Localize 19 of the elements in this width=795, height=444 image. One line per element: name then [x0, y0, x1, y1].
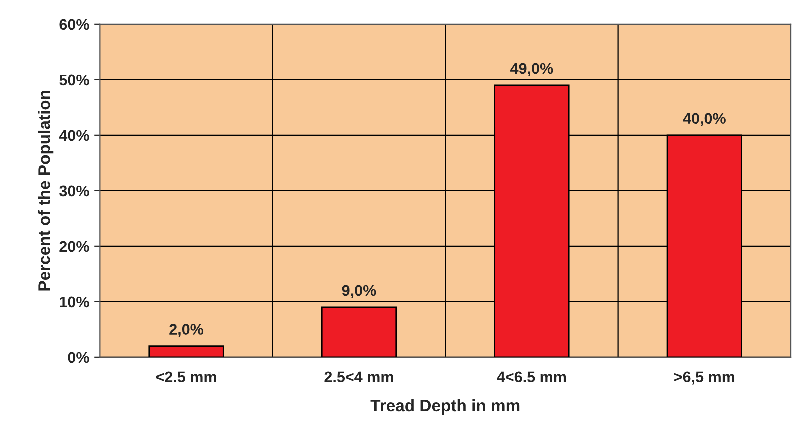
bar: [321, 306, 398, 358]
y-tick-label: 20%: [60, 241, 90, 252]
y-axis-title: Percent of the Population: [38, 91, 54, 291]
x-tick-label: >6,5 mm: [674, 372, 735, 385]
data-label: 9,0%: [342, 285, 376, 298]
y-tick-label: 60%: [60, 19, 90, 30]
x-axis-title: Tread Depth in mm: [370, 399, 520, 415]
y-tick-label: 0%: [68, 352, 90, 364]
y-tick-label: 10%: [60, 296, 90, 308]
data-label: 49,0%: [510, 63, 554, 76]
bar: [148, 346, 224, 358]
x-tick-label: 2.5<4 mm: [324, 372, 394, 383]
x-tick-label: <2.5 mm: [156, 372, 216, 383]
data-label: 40,0%: [683, 113, 726, 126]
y-tick-label: 30%: [60, 186, 90, 197]
data-label: 2,0%: [170, 324, 204, 338]
y-tick-label: 40%: [59, 130, 90, 142]
y-tick-label: 50%: [60, 74, 90, 86]
x-tick-label: 4<6.5 mm: [497, 372, 566, 383]
